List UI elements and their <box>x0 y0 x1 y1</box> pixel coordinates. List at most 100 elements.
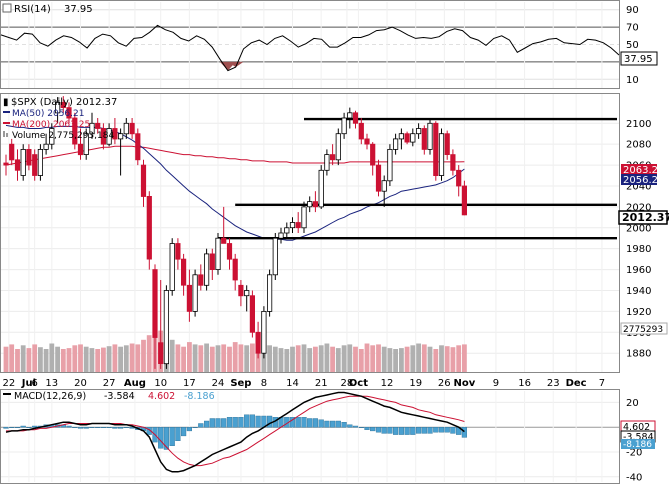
volume-bar <box>141 340 146 372</box>
macd-hist-bar <box>393 427 398 434</box>
ma50-legend: MA(50) 2056.21 <box>12 109 84 119</box>
legend-spx-icon: ▮ <box>3 97 9 108</box>
volume-bar <box>410 345 415 372</box>
date-axis-label: 10 <box>154 378 167 389</box>
volume-bar <box>290 347 295 372</box>
rsi-header: RSI(14) 37.95 <box>3 4 93 15</box>
volume-bar <box>216 345 221 372</box>
candle-body <box>27 149 31 165</box>
date-axis-label: 24 <box>212 378 225 389</box>
macd-hist-bar <box>164 427 169 449</box>
macd-hist-bar <box>433 427 438 432</box>
candle-body <box>353 113 357 124</box>
candle-body <box>382 181 386 192</box>
candle-body <box>313 202 317 207</box>
macd-hist-bar <box>319 420 324 427</box>
macd-hist-bar <box>84 427 89 428</box>
rsi-tick-label: 10 <box>626 75 639 86</box>
date-axis-label: 13 <box>45 378 58 389</box>
candle-body <box>181 259 185 285</box>
volume-bar <box>388 348 393 372</box>
volume-bar <box>422 344 427 372</box>
volume-bar <box>313 347 318 372</box>
candle-body <box>416 129 420 134</box>
volume-bar <box>32 344 37 372</box>
volume-bar <box>193 344 198 372</box>
date-axis-label: Nov <box>454 378 476 389</box>
candle-body <box>457 170 461 186</box>
date-axis-label: 6 <box>32 378 38 389</box>
macd-hist-bar <box>32 426 37 427</box>
volume-bar <box>399 348 404 372</box>
volume-swatch <box>3 131 5 137</box>
macd-hist-bar <box>170 427 175 446</box>
candle-body <box>405 134 409 142</box>
candle-body <box>78 144 82 155</box>
candle-body <box>239 285 243 296</box>
candle-body <box>308 202 312 207</box>
date-axis-label: 14 <box>286 378 299 389</box>
macd-hist-bar <box>462 427 467 437</box>
candle-body <box>399 134 403 139</box>
price-tick-label: 2080 <box>626 140 651 151</box>
candle-body <box>153 270 157 338</box>
date-axis-label: 20 <box>74 378 87 389</box>
price-tick-label: 1880 <box>626 349 651 360</box>
volume-bar <box>439 345 444 372</box>
macd-hist-bar <box>187 427 192 431</box>
macd-hist-bar <box>451 427 456 433</box>
candle-body <box>96 123 100 128</box>
candle-body <box>279 233 283 238</box>
macd-badges: 4.602 -3.584 -8.186 <box>621 421 655 450</box>
ma50-badge: 2056.21 <box>623 175 664 186</box>
volume-bar <box>61 349 66 372</box>
macd-hist-bar <box>101 427 106 428</box>
macd-hist-bar <box>267 416 272 427</box>
candle-body <box>290 223 294 228</box>
volume-bar <box>376 344 381 372</box>
candle-body <box>187 285 191 311</box>
volume-bar <box>9 344 14 372</box>
candle-body <box>33 155 37 176</box>
candle-body <box>130 123 134 134</box>
volume-bar <box>405 347 410 372</box>
volume-bar <box>273 347 278 372</box>
price-tick-label: 2100 <box>626 119 651 130</box>
macd-hist-bar <box>221 419 226 428</box>
macd-hist-bar <box>399 427 404 434</box>
rsi-label: RSI(14) <box>14 4 51 15</box>
candle-body <box>393 139 397 150</box>
candle-body <box>273 238 277 275</box>
candle-body <box>434 123 438 175</box>
volume-bar <box>198 345 203 372</box>
volume-bar <box>176 344 181 372</box>
volume-bar <box>4 347 9 372</box>
candle-body <box>147 196 151 259</box>
rsi-tick-label: 70 <box>626 23 639 34</box>
volume-swatch-2 <box>6 133 8 137</box>
candle-body <box>325 155 329 171</box>
rsi-panel: 9070503010 37.95 RSI(14) 37.95 <box>1 1 658 89</box>
macd-hist-bar <box>15 427 20 428</box>
volume-bar <box>101 348 106 372</box>
macd-hist-bar <box>370 427 375 431</box>
volume-bar <box>27 348 32 372</box>
signal-value: 4.602 <box>148 391 175 402</box>
volume-bar <box>319 345 324 372</box>
date-axis-label: Aug <box>124 378 146 389</box>
macd-hist-bar <box>405 427 410 434</box>
volume-bar <box>49 344 54 373</box>
volume-bar <box>170 340 175 372</box>
volume-bar <box>462 344 467 372</box>
volume-bar <box>38 347 43 372</box>
macd-hist-bar <box>359 427 364 428</box>
volume-bar <box>227 347 232 372</box>
macd-hist-bar <box>227 417 232 427</box>
candle-body <box>176 244 180 260</box>
volume-bar <box>221 344 226 372</box>
candle-body <box>233 259 237 280</box>
candle-body <box>245 291 249 296</box>
volume-bar <box>187 342 192 372</box>
